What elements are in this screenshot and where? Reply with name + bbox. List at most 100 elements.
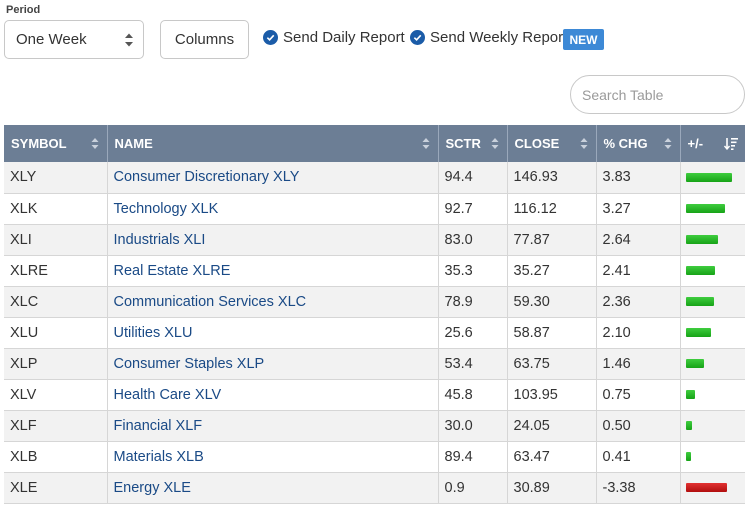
- change-bar-cell: [680, 379, 745, 411]
- column-header-label: % CHG: [603, 136, 648, 151]
- column-header-name[interactable]: NAME: [107, 125, 439, 162]
- etf-name-link[interactable]: Industrials XLI: [113, 231, 206, 248]
- pct-chg-cell: 0.41: [596, 441, 681, 473]
- column-header-label: SCTR: [445, 136, 481, 151]
- column-header-label: NAME: [114, 136, 153, 151]
- sctr-cell: 78.9: [438, 286, 508, 318]
- new-badge: NEW: [563, 29, 604, 50]
- symbol-cell: XLC: [4, 286, 108, 318]
- etf-name-link[interactable]: Materials XLB: [113, 448, 204, 465]
- sort-arrows-icon: [91, 138, 98, 149]
- sctr-cell: 53.4: [438, 348, 508, 380]
- change-bar-cell: [680, 224, 745, 256]
- etf-name-link[interactable]: Consumer Staples XLP: [113, 355, 265, 372]
- symbol-cell: XLRE: [4, 255, 108, 287]
- name-cell: Health Care XLV: [107, 379, 439, 411]
- symbol-cell: XLV: [4, 379, 108, 411]
- symbol-cell: XLY: [4, 162, 108, 194]
- column-header-close[interactable]: CLOSE: [507, 125, 597, 162]
- weekly-report-label: Send Weekly Report: [430, 29, 568, 46]
- close-cell: 58.87: [507, 317, 597, 349]
- column-header-label: SYMBOL: [11, 136, 67, 151]
- positive-change-bar: [685, 172, 732, 182]
- positive-change-bar: [685, 359, 704, 368]
- etf-name-link[interactable]: Consumer Discretionary XLY: [113, 169, 300, 186]
- select-arrows-icon: [125, 33, 133, 47]
- table-row[interactable]: XLRE Real Estate XLRE 35.3 35.27 2.41: [4, 255, 745, 287]
- name-cell: Technology XLK: [107, 193, 439, 225]
- positive-change-bar: [685, 266, 715, 275]
- close-cell: 77.87: [507, 224, 597, 256]
- close-cell: 63.47: [507, 441, 597, 473]
- etf-name-link[interactable]: Financial XLF: [113, 417, 203, 434]
- check-circle-icon: [263, 30, 278, 45]
- column-header-plus-minus[interactable]: +/-: [680, 125, 745, 162]
- positive-change-bar: [685, 204, 725, 213]
- etf-name-link[interactable]: Energy XLE: [113, 479, 191, 496]
- pct-chg-cell: -3.38: [596, 472, 681, 504]
- table-row[interactable]: XLE Energy XLE 0.9 30.89 -3.38: [4, 472, 745, 504]
- search-input[interactable]: [570, 75, 745, 114]
- pct-chg-cell: 2.64: [596, 224, 681, 256]
- daily-report-label: Send Daily Report: [283, 29, 405, 46]
- pct-chg-cell: 2.36: [596, 286, 681, 318]
- pct-chg-cell: 3.83: [596, 162, 681, 194]
- pct-chg-cell: 0.50: [596, 410, 681, 442]
- change-bar-cell: [680, 472, 745, 504]
- sctr-cell: 30.0: [438, 410, 508, 442]
- etf-name-link[interactable]: Communication Services XLC: [113, 293, 307, 310]
- pct-chg-cell: 1.46: [596, 348, 681, 380]
- pct-chg-cell: 2.10: [596, 317, 681, 349]
- name-cell: Communication Services XLC: [107, 286, 439, 318]
- sctr-cell: 35.3: [438, 255, 508, 287]
- table-row[interactable]: XLI Industrials XLI 83.0 77.87 2.64: [4, 224, 745, 256]
- sctr-cell: 83.0: [438, 224, 508, 256]
- name-cell: Industrials XLI: [107, 224, 439, 256]
- symbol-cell: XLK: [4, 193, 108, 225]
- etf-name-link[interactable]: Technology XLK: [113, 200, 219, 217]
- change-bar-cell: [680, 410, 745, 442]
- table-row[interactable]: XLP Consumer Staples XLP 53.4 63.75 1.46: [4, 348, 745, 380]
- table-row[interactable]: XLF Financial XLF 30.0 24.05 0.50: [4, 410, 745, 442]
- name-cell: Consumer Discretionary XLY: [107, 162, 439, 194]
- period-select[interactable]: One Week: [4, 20, 144, 59]
- send-daily-report-toggle[interactable]: Send Daily Report: [263, 29, 405, 46]
- column-header-symbol[interactable]: SYMBOL: [4, 125, 108, 162]
- etf-name-link[interactable]: Health Care XLV: [113, 386, 222, 403]
- symbol-cell: XLB: [4, 441, 108, 473]
- pct-chg-cell: 3.27: [596, 193, 681, 225]
- table-row[interactable]: XLK Technology XLK 92.7 116.12 3.27: [4, 193, 745, 225]
- column-header-label: CLOSE: [514, 136, 560, 151]
- table-row[interactable]: XLU Utilities XLU 25.6 58.87 2.10: [4, 317, 745, 349]
- table-row[interactable]: XLB Materials XLB 89.4 63.47 0.41: [4, 441, 745, 473]
- name-cell: Real Estate XLRE: [107, 255, 439, 287]
- sort-arrows-icon: [664, 138, 671, 149]
- period-label: Period: [6, 4, 41, 16]
- columns-button[interactable]: Columns: [160, 20, 249, 59]
- close-cell: 116.12: [507, 193, 597, 225]
- close-cell: 103.95: [507, 379, 597, 411]
- column-header-sctr[interactable]: SCTR: [438, 125, 508, 162]
- symbol-cell: XLU: [4, 317, 108, 349]
- positive-change-bar: [685, 421, 692, 430]
- positive-change-bar: [685, 328, 711, 337]
- table-row[interactable]: XLV Health Care XLV 45.8 103.95 0.75: [4, 379, 745, 411]
- name-cell: Energy XLE: [107, 472, 439, 504]
- period-value: One Week: [16, 31, 87, 48]
- etf-name-link[interactable]: Utilities XLU: [113, 324, 193, 341]
- change-bar-cell: [680, 317, 745, 349]
- column-header-pct-chg[interactable]: % CHG: [596, 125, 681, 162]
- change-bar-cell: [680, 255, 745, 287]
- table-row[interactable]: XLC Communication Services XLC 78.9 59.30 2.…: [4, 286, 745, 318]
- close-cell: 146.93: [507, 162, 597, 194]
- close-cell: 63.75: [507, 348, 597, 380]
- send-weekly-report-toggle[interactable]: Send Weekly Report: [410, 29, 567, 46]
- change-bar-cell: [680, 162, 745, 194]
- table-row[interactable]: XLY Consumer Discretionary XLY 94.4 146.93 3…: [4, 162, 745, 194]
- close-cell: 59.30: [507, 286, 597, 318]
- etf-name-link[interactable]: Real Estate XLRE: [113, 262, 231, 279]
- symbol-cell: XLP: [4, 348, 108, 380]
- close-cell: 24.05: [507, 410, 597, 442]
- name-cell: Financial XLF: [107, 410, 439, 442]
- pct-chg-cell: 0.75: [596, 379, 681, 411]
